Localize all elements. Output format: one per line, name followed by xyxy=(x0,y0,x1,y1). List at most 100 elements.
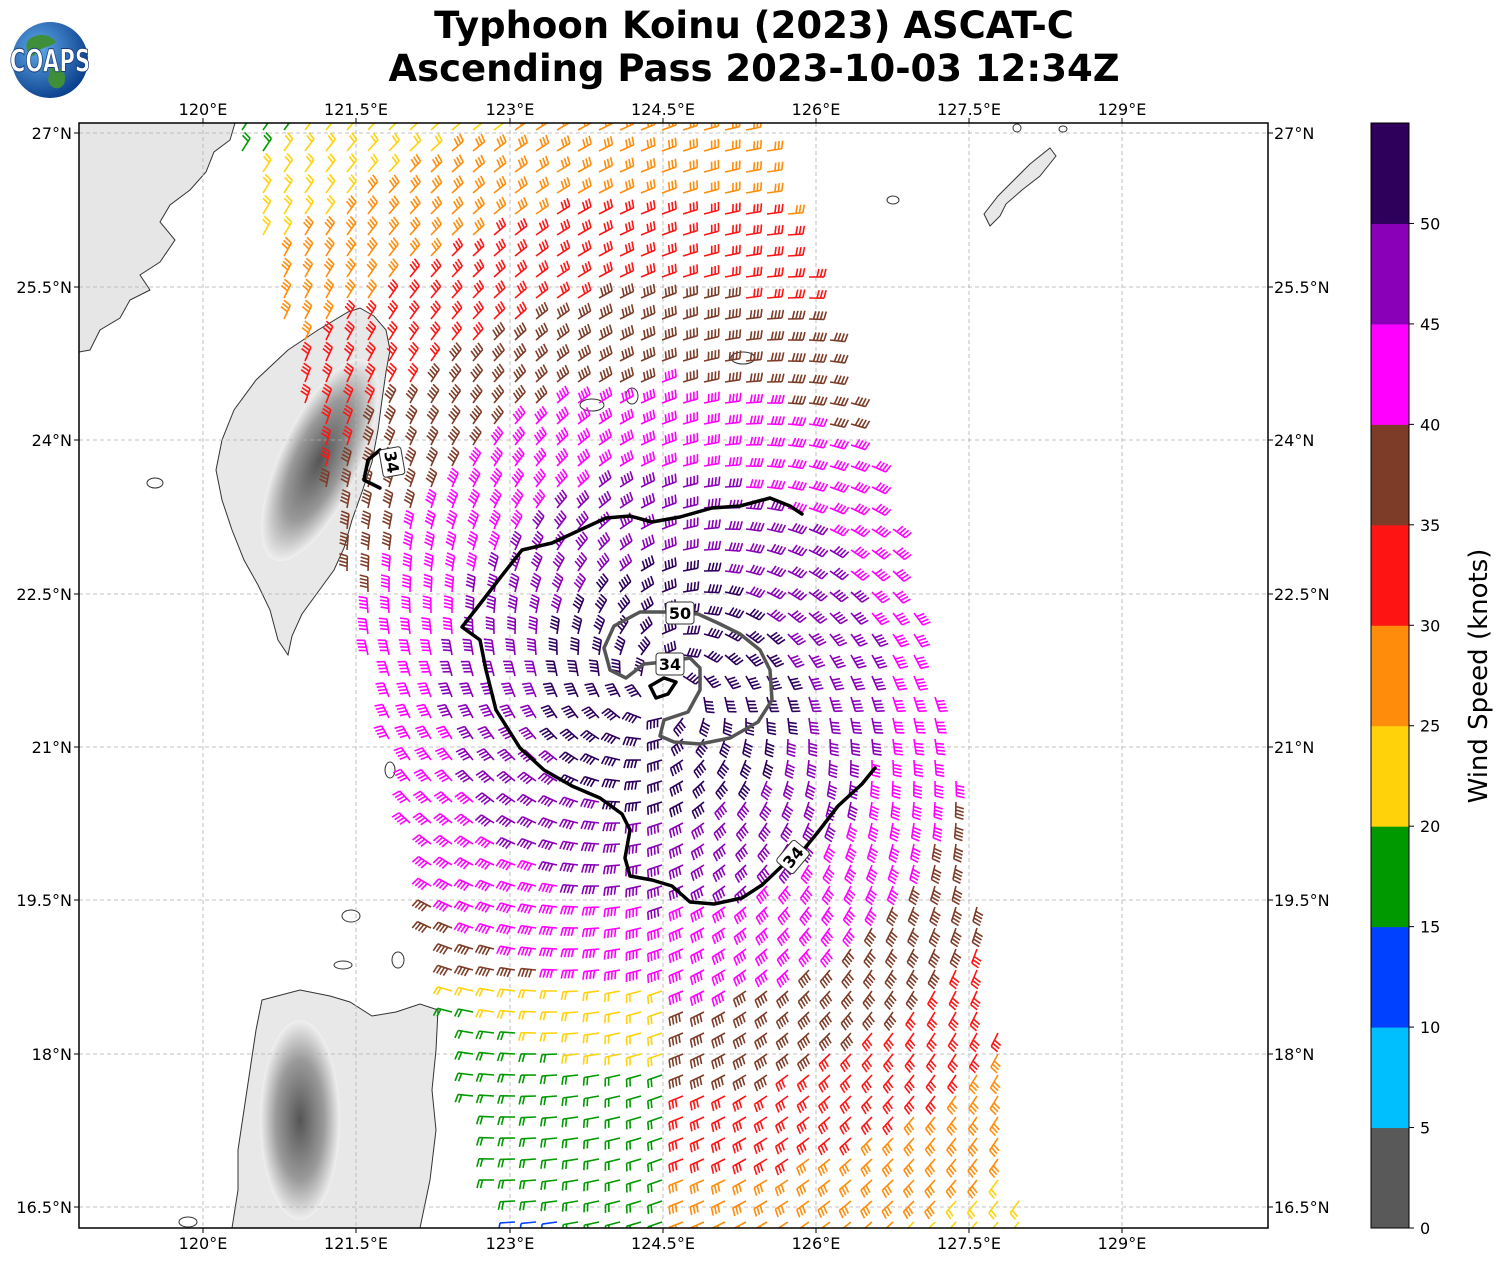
wind-barb xyxy=(603,906,621,918)
wind-barb xyxy=(558,796,579,808)
wind-barb xyxy=(891,780,901,800)
wind-barb xyxy=(989,1095,1001,1116)
wind-barb xyxy=(766,654,785,668)
wind-barb xyxy=(661,494,677,509)
wind-barb xyxy=(598,366,613,383)
wind-barb xyxy=(408,320,420,341)
wind-barb xyxy=(360,531,371,551)
wind-barb xyxy=(577,386,591,404)
wind-barb xyxy=(668,843,684,859)
wind-barb xyxy=(798,1221,810,1228)
wind-barb xyxy=(760,780,773,801)
wind-barb xyxy=(646,738,663,752)
wind-barb xyxy=(387,278,399,299)
wind-barb xyxy=(517,924,537,936)
wind-barb xyxy=(911,801,922,821)
wind-barb xyxy=(301,341,312,362)
wind-barb xyxy=(467,509,480,530)
wind-barb xyxy=(320,425,332,446)
wind-barb xyxy=(817,1200,831,1218)
wind-barb xyxy=(639,616,653,635)
wind-barb xyxy=(640,451,656,467)
wind-barb xyxy=(906,948,919,969)
wind-barb xyxy=(850,654,867,669)
wind-barb xyxy=(970,990,981,1011)
wind-barb xyxy=(745,308,763,320)
wind-barb xyxy=(540,1137,558,1148)
wind-barb xyxy=(640,388,656,404)
lat-tick-label-right: 24°N xyxy=(1274,431,1314,450)
wind-barb xyxy=(622,736,642,747)
colorbar-segment xyxy=(1371,1127,1409,1229)
wind-barb xyxy=(490,446,503,467)
wind-barb xyxy=(842,927,855,948)
wind-barb xyxy=(624,822,642,834)
wind-barb xyxy=(970,969,982,990)
wind-barb xyxy=(787,437,807,448)
wind-barb xyxy=(682,138,699,152)
wind-barb xyxy=(518,1137,537,1148)
wind-barb xyxy=(339,489,351,509)
wind-barb xyxy=(972,906,984,927)
lon-tick-label-top: 121.5°E xyxy=(324,100,388,119)
wind-barb xyxy=(640,283,656,299)
colorbar-tick-label: 25 xyxy=(1420,717,1440,736)
wind-barb xyxy=(583,1158,600,1171)
wind-barb xyxy=(945,1158,957,1178)
wind-barb xyxy=(883,1032,894,1052)
wind-barb xyxy=(682,432,699,446)
wind-barb xyxy=(454,1072,474,1082)
wind-barb xyxy=(850,633,868,647)
wind-barb xyxy=(393,746,411,761)
wind-barb xyxy=(419,638,432,656)
wind-barb xyxy=(745,457,764,467)
wind-barb xyxy=(715,780,729,800)
wind-barb xyxy=(829,611,849,625)
wind-barb xyxy=(724,585,745,596)
wind-barb xyxy=(538,925,558,936)
wind-barb xyxy=(682,390,699,404)
wind-barb xyxy=(861,1053,873,1073)
wind-barb xyxy=(690,864,705,882)
wind-barb xyxy=(787,289,806,299)
wind-barb xyxy=(647,1200,663,1215)
wind-barb xyxy=(647,1116,663,1131)
wind-barb xyxy=(640,262,656,278)
wind-barb xyxy=(619,220,635,236)
wind-barb xyxy=(646,801,663,815)
wind-barb xyxy=(388,123,397,131)
wind-barb xyxy=(603,948,621,960)
wind-barb xyxy=(838,1179,852,1198)
wind-barb xyxy=(577,261,592,278)
wind-barb xyxy=(661,326,677,341)
wind-barb xyxy=(860,1095,873,1115)
wind-barb xyxy=(582,1116,600,1129)
contour-labels: 34 50 34 34 xyxy=(378,446,810,875)
wind-barb xyxy=(668,1137,684,1152)
wind-barb xyxy=(571,614,583,635)
wind-barb xyxy=(992,1221,999,1228)
wind-barb xyxy=(367,123,376,131)
wind-barb xyxy=(907,906,920,927)
wind-barb xyxy=(517,749,537,763)
wind-barb xyxy=(451,175,464,194)
wind-barb xyxy=(451,154,464,173)
wind-barb xyxy=(945,1200,957,1220)
colorbar-label: Wind Speed (knots) xyxy=(1464,548,1494,804)
wind-barb xyxy=(533,426,547,446)
wind-barb xyxy=(745,696,758,713)
wind-barb xyxy=(766,717,777,736)
wind-barb xyxy=(476,748,495,762)
wind-barb xyxy=(580,820,600,831)
wind-barb xyxy=(787,204,806,215)
wind-barb xyxy=(838,1158,852,1177)
lon-tick-label-top: 129°E xyxy=(1098,100,1147,119)
wind-barb xyxy=(710,1200,726,1216)
wind-barb xyxy=(905,990,919,1011)
wind-barb xyxy=(711,969,726,986)
wind-barb xyxy=(497,1200,516,1211)
wind-barb xyxy=(321,404,332,425)
wind-barb xyxy=(892,654,909,670)
wind-barb xyxy=(524,660,537,677)
wind-barb xyxy=(766,224,784,236)
